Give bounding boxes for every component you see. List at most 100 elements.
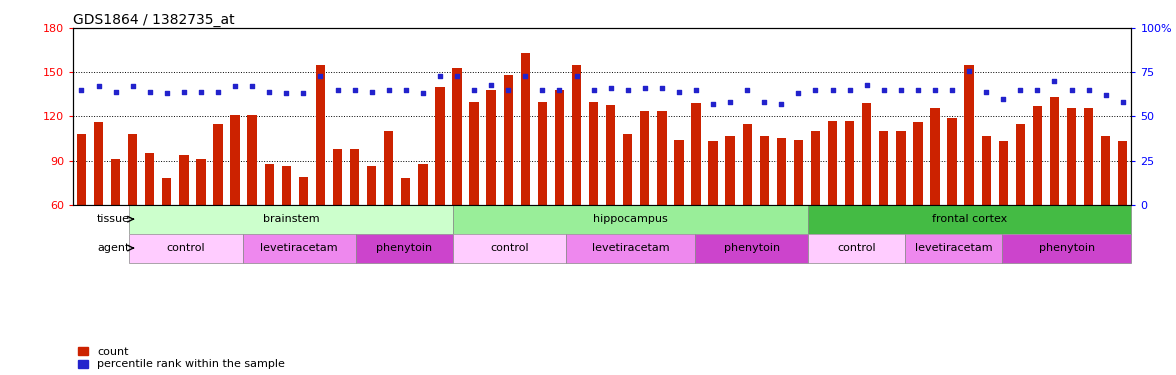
Bar xyxy=(964,65,974,205)
Bar xyxy=(367,166,376,205)
Bar xyxy=(572,65,581,205)
Point xyxy=(960,68,978,74)
Point xyxy=(703,101,722,107)
Bar xyxy=(998,141,1008,205)
Text: levetiracetam: levetiracetam xyxy=(915,243,993,253)
Point xyxy=(635,85,654,91)
Bar xyxy=(128,134,138,205)
Point xyxy=(755,99,774,105)
Point xyxy=(174,89,193,95)
Bar xyxy=(760,135,769,205)
Bar xyxy=(695,234,808,262)
Point xyxy=(994,96,1013,102)
Bar xyxy=(242,234,355,262)
Bar xyxy=(1016,124,1025,205)
Bar xyxy=(1050,97,1060,205)
Point xyxy=(875,87,894,93)
Point xyxy=(926,87,944,93)
Point xyxy=(123,83,142,89)
Point xyxy=(1028,87,1047,93)
Text: tissue: tissue xyxy=(96,214,129,224)
Bar xyxy=(487,90,496,205)
Point xyxy=(328,87,347,93)
Bar xyxy=(265,164,274,205)
Point xyxy=(242,83,261,89)
Bar xyxy=(453,234,566,262)
Bar xyxy=(401,178,410,205)
Bar xyxy=(810,131,820,205)
Bar xyxy=(808,234,906,262)
Point xyxy=(533,87,552,93)
Text: phenytoin: phenytoin xyxy=(376,243,433,253)
Point xyxy=(1096,92,1115,98)
Point xyxy=(550,87,569,93)
Bar xyxy=(776,138,786,205)
Bar xyxy=(247,115,256,205)
Bar xyxy=(196,159,206,205)
Bar xyxy=(555,90,564,205)
Bar xyxy=(129,234,242,262)
Point xyxy=(380,87,399,93)
Point xyxy=(891,87,910,93)
Text: hippocampus: hippocampus xyxy=(593,214,668,224)
Text: control: control xyxy=(837,243,876,253)
Bar xyxy=(828,121,837,205)
Bar xyxy=(930,108,940,205)
Point xyxy=(653,85,671,91)
Point xyxy=(789,90,808,96)
Bar xyxy=(1084,108,1094,205)
Point xyxy=(909,87,928,93)
Bar xyxy=(906,234,1002,262)
Point xyxy=(362,89,381,95)
Bar xyxy=(1002,234,1131,262)
Bar xyxy=(1118,141,1128,205)
Bar xyxy=(896,131,906,205)
Bar xyxy=(948,118,957,205)
Bar xyxy=(333,149,342,205)
Bar xyxy=(566,234,695,262)
Bar xyxy=(469,102,479,205)
Bar xyxy=(179,154,188,205)
Bar xyxy=(419,164,428,205)
Bar xyxy=(385,131,394,205)
Bar xyxy=(674,140,683,205)
Bar xyxy=(623,134,633,205)
Point xyxy=(310,73,329,79)
Point xyxy=(584,87,603,93)
Bar xyxy=(453,68,462,205)
Bar xyxy=(640,111,649,205)
Bar xyxy=(844,121,854,205)
Point xyxy=(619,87,637,93)
Bar xyxy=(355,234,453,262)
Bar xyxy=(299,177,308,205)
Bar xyxy=(315,65,325,205)
Bar xyxy=(503,75,513,205)
Point xyxy=(482,82,501,88)
Point xyxy=(106,89,125,95)
Bar xyxy=(230,115,240,205)
Bar xyxy=(606,105,615,205)
Bar xyxy=(435,87,445,205)
Point xyxy=(737,87,756,93)
Bar xyxy=(281,166,290,205)
Bar xyxy=(657,111,667,205)
Point xyxy=(840,87,858,93)
Bar xyxy=(808,205,1131,234)
Point xyxy=(192,89,211,95)
Point xyxy=(857,82,876,88)
Point xyxy=(448,73,467,79)
Text: agent: agent xyxy=(98,243,129,253)
Legend: count, percentile rank within the sample: count, percentile rank within the sample xyxy=(79,346,286,369)
Point xyxy=(806,87,824,93)
Point xyxy=(1114,99,1132,105)
Point xyxy=(1080,87,1098,93)
Point xyxy=(1011,87,1030,93)
Point xyxy=(721,99,740,105)
Text: control: control xyxy=(490,243,528,253)
Bar xyxy=(691,103,701,205)
Text: brainstem: brainstem xyxy=(262,214,320,224)
Point xyxy=(601,85,620,91)
Point xyxy=(208,89,227,95)
Point xyxy=(226,83,245,89)
Point xyxy=(465,87,483,93)
